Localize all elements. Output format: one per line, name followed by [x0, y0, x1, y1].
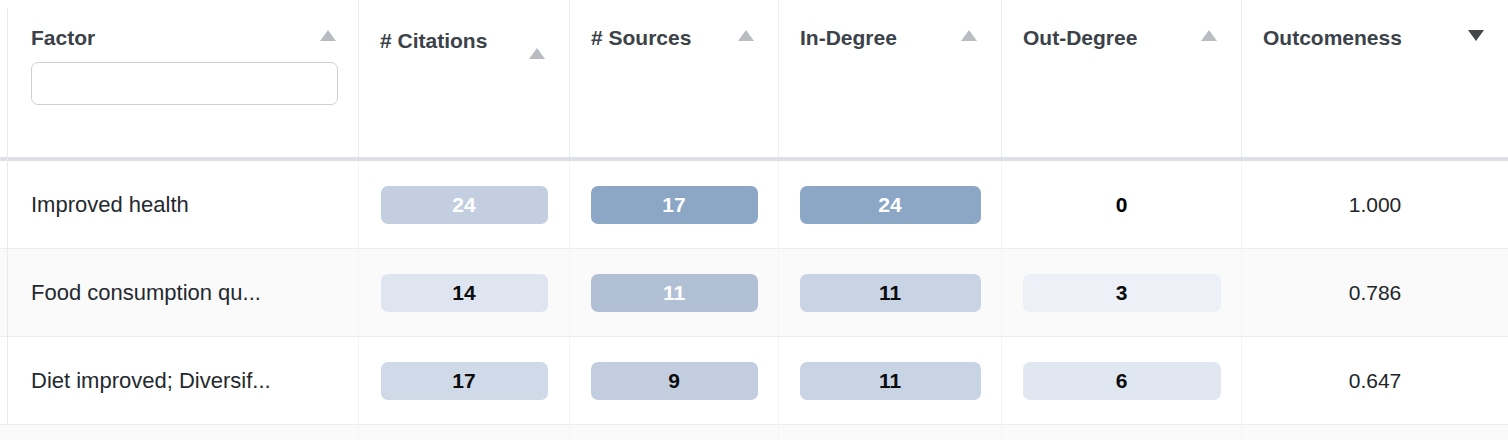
- outcomeness-cell: 0.786: [1242, 249, 1508, 336]
- citations-cell: 24: [359, 161, 570, 248]
- out-degree-cell: 6: [1002, 337, 1242, 424]
- sources-cell: [570, 425, 779, 440]
- outcomeness-cell: 1.000: [1242, 161, 1508, 248]
- sort-asc-icon: [320, 30, 336, 41]
- in-degree-cell: 11: [779, 249, 1002, 336]
- sort-desc-icon: [1468, 30, 1484, 41]
- out-degree-cell: 0: [1002, 161, 1242, 248]
- factor-cell: [0, 425, 359, 440]
- citations-cell: [359, 425, 570, 440]
- column-label-sources: # Sources: [591, 21, 691, 55]
- outcomeness-value: 1.000: [1349, 193, 1402, 217]
- citations-heat-badge: 14: [381, 274, 548, 312]
- sources-heat-badge: 17: [591, 186, 758, 224]
- column-header-sources[interactable]: # Sources: [570, 0, 779, 157]
- outcomeness-value: 0.647: [1349, 369, 1402, 393]
- sort-asc-icon: [738, 30, 754, 41]
- sources-heat-badge: 11: [591, 274, 758, 312]
- sort-asc-icon: [1201, 30, 1217, 41]
- factor-header-label-row: Factor: [31, 21, 336, 55]
- sources-cell: 17: [570, 161, 779, 248]
- column-header-in-degree[interactable]: In-Degree: [779, 0, 1002, 157]
- column-label-factor: Factor: [31, 21, 95, 55]
- column-label-out-degree: Out-Degree: [1023, 21, 1137, 55]
- in-degree-heat-badge: 11: [800, 274, 981, 312]
- column-header-out-degree[interactable]: Out-Degree: [1002, 0, 1242, 157]
- table-row: Food consumption qu... 14 11 11 3 0.786: [0, 249, 1508, 337]
- column-label-citations: # Citations: [380, 21, 492, 61]
- factor-filter-input[interactable]: [31, 62, 338, 105]
- citations-heat-badge: 17: [381, 362, 548, 400]
- sources-cell: 11: [570, 249, 779, 336]
- citations-cell: 17: [359, 337, 570, 424]
- factor-cell: Diet improved; Diversif...: [0, 337, 359, 424]
- factor-cell: Improved health: [0, 161, 359, 248]
- outcomeness-cell: [1242, 425, 1508, 440]
- sort-asc-icon: [961, 30, 977, 41]
- citations-cell: 14: [359, 249, 570, 336]
- sources-cell: 9: [570, 337, 779, 424]
- in-degree-cell: [779, 425, 1002, 440]
- sort-asc-icon: [529, 48, 545, 59]
- column-label-in-degree: In-Degree: [800, 21, 897, 55]
- out-degree-heat-badge: 3: [1023, 274, 1221, 312]
- outcomeness-value: 0.786: [1349, 281, 1402, 305]
- table-row: Diet improved; Diversif... 17 9 11 6 0.6…: [0, 337, 1508, 425]
- out-degree-heat-badge: 0: [1023, 186, 1221, 224]
- in-degree-cell: 24: [779, 161, 1002, 248]
- outcomeness-cell: 0.647: [1242, 337, 1508, 424]
- citations-heat-badge: 24: [381, 186, 548, 224]
- table-row-partial: [0, 425, 1508, 440]
- table-header-row: Factor # Citations # Sources In-Degree O…: [0, 0, 1508, 161]
- table-row: Improved health 24 17 24 0 1.000: [0, 161, 1508, 249]
- out-degree-heat-badge: 6: [1023, 362, 1221, 400]
- out-degree-cell: 3: [1002, 249, 1242, 336]
- factor-cell: Food consumption qu...: [0, 249, 359, 336]
- column-label-outcomeness: Outcomeness: [1263, 21, 1402, 55]
- column-header-outcomeness[interactable]: Outcomeness: [1242, 0, 1508, 157]
- factors-data-grid: Factor # Citations # Sources In-Degree O…: [0, 0, 1508, 440]
- sources-heat-badge: 9: [591, 362, 758, 400]
- in-degree-heat-badge: 11: [800, 362, 981, 400]
- column-header-factor[interactable]: Factor: [0, 0, 359, 157]
- column-header-citations[interactable]: # Citations: [359, 0, 570, 157]
- in-degree-heat-badge: 24: [800, 186, 981, 224]
- in-degree-cell: 11: [779, 337, 1002, 424]
- out-degree-cell: [1002, 425, 1242, 440]
